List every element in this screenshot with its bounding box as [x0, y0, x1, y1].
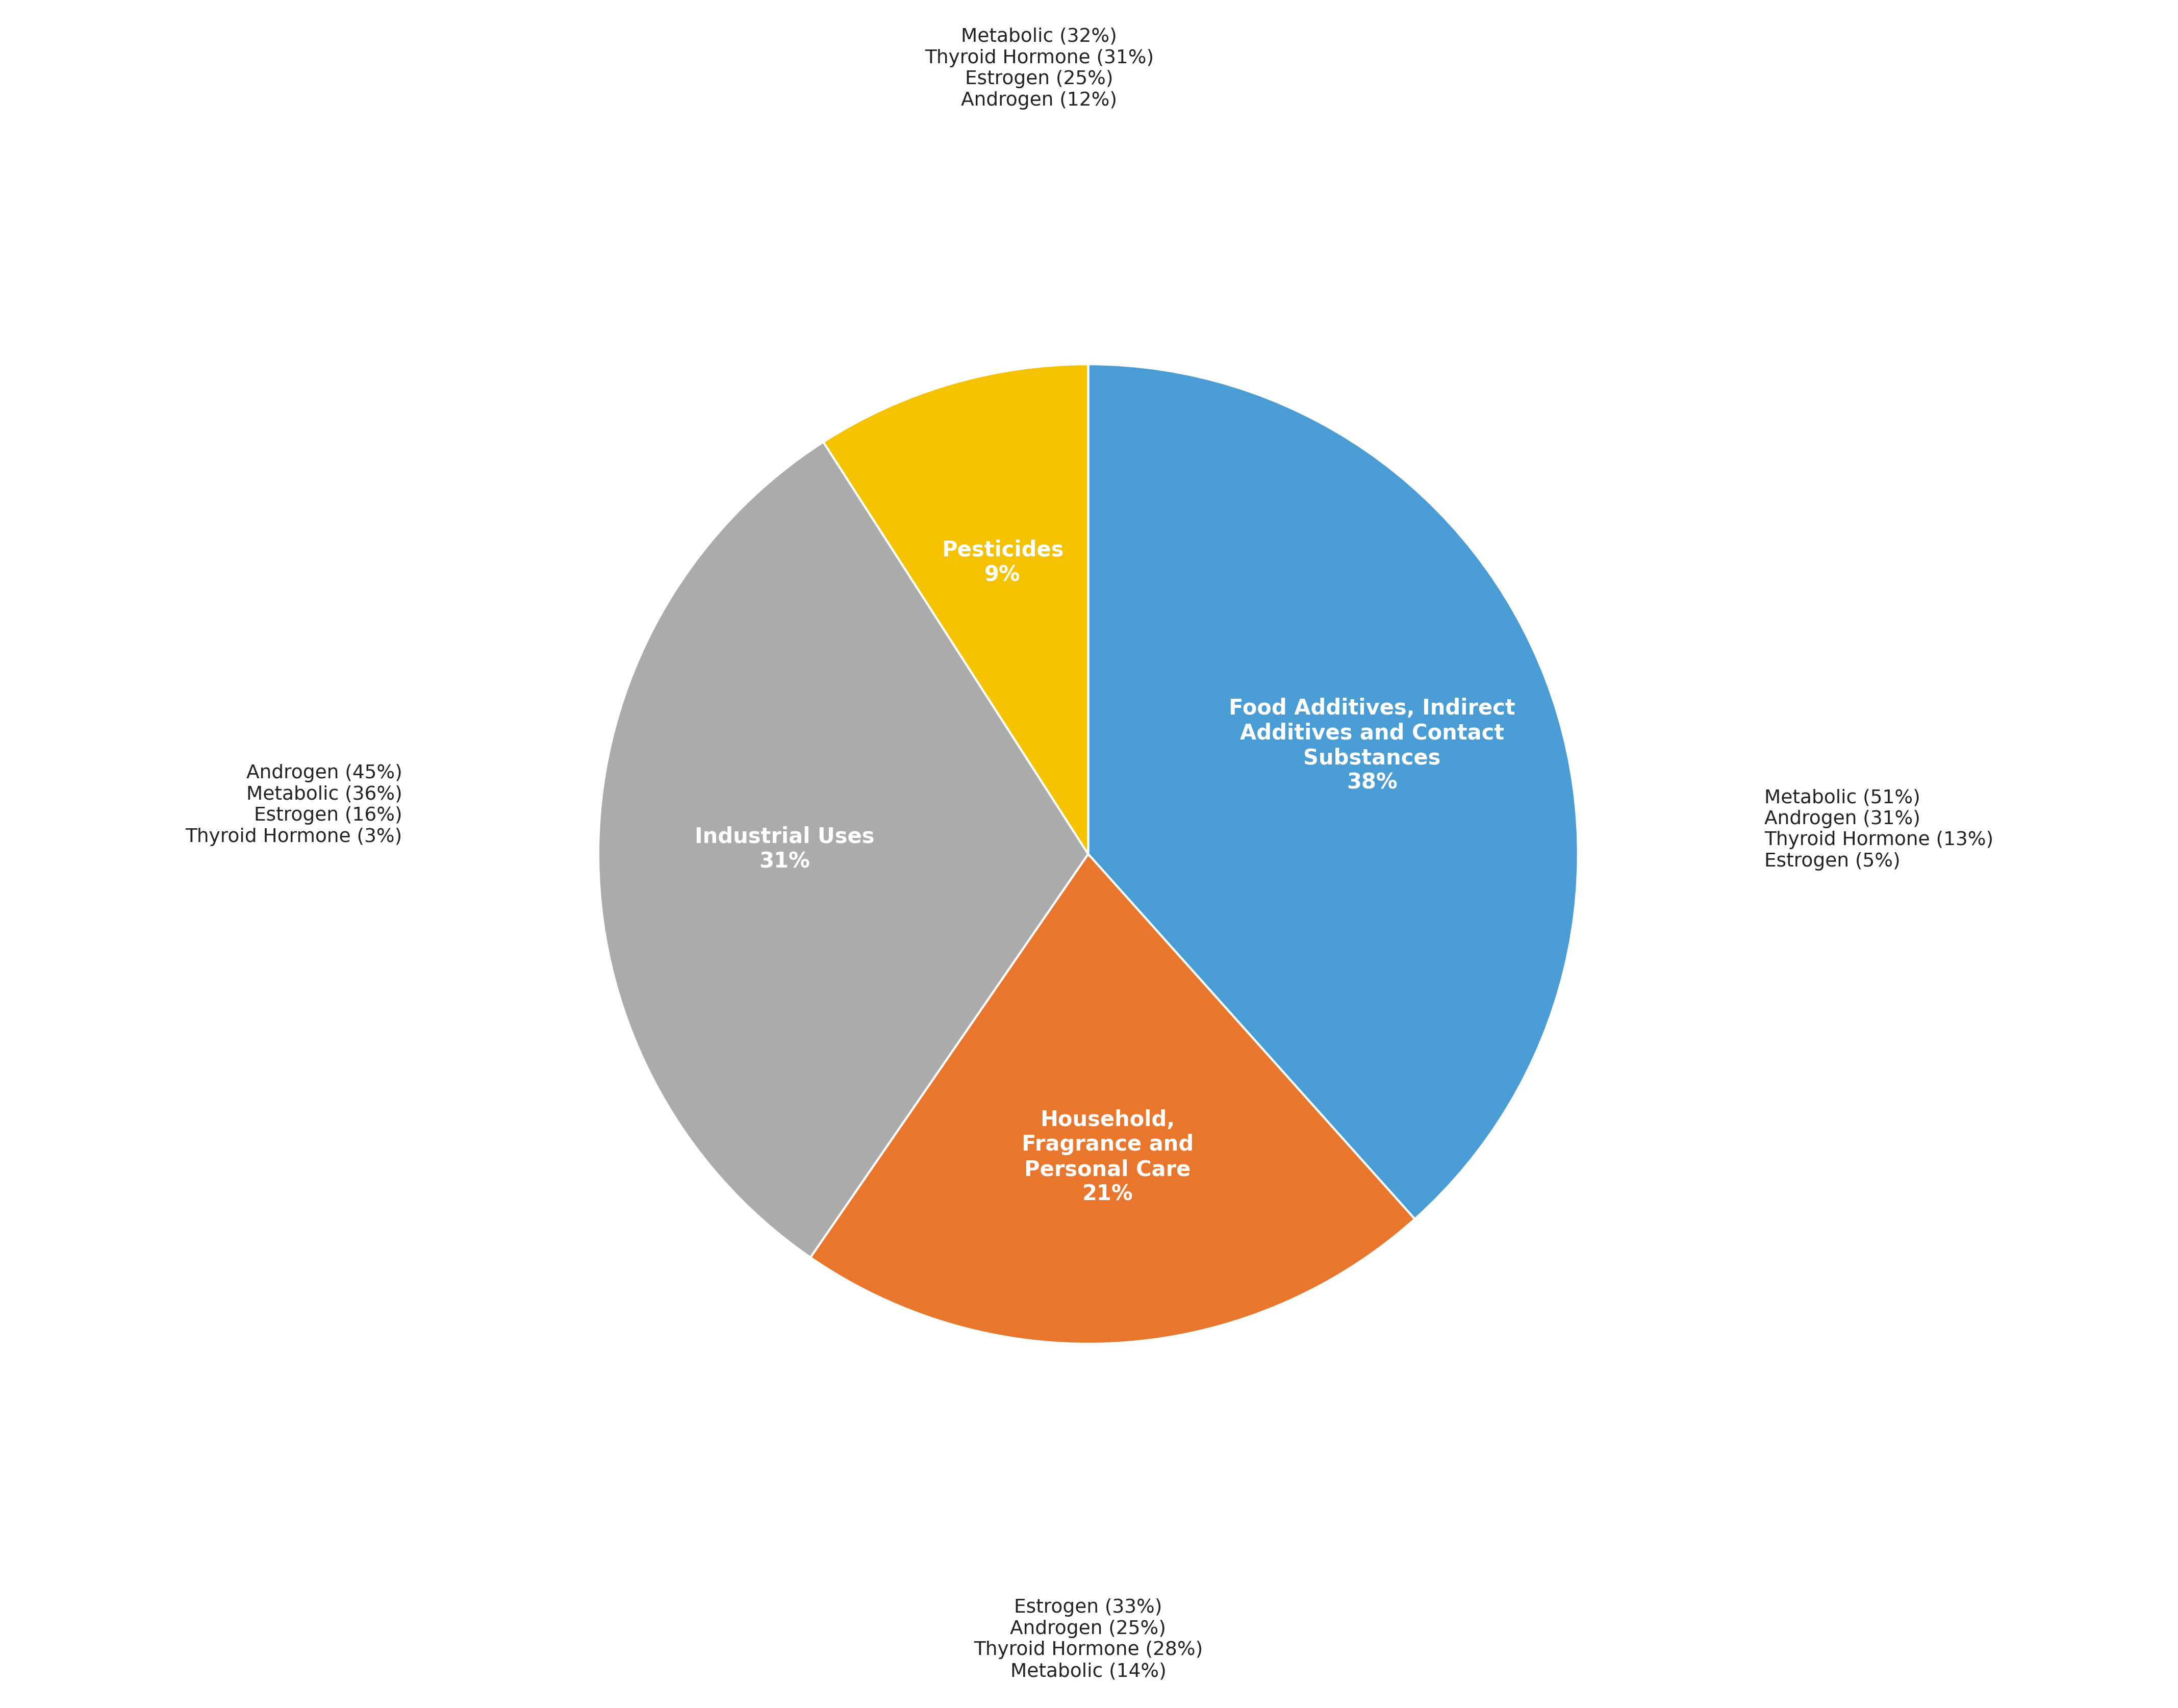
- Text: Industrial Uses
31%: Industrial Uses 31%: [695, 827, 873, 873]
- Text: Metabolic (51%)
Androgen (31%)
Thyroid Hormone (13%)
Estrogen (5%): Metabolic (51%) Androgen (31%) Thyroid H…: [1764, 789, 1993, 871]
- Wedge shape: [1089, 364, 1579, 1220]
- Wedge shape: [823, 364, 1089, 854]
- Text: Pesticides
9%: Pesticides 9%: [941, 540, 1063, 586]
- Wedge shape: [599, 442, 1089, 1257]
- Wedge shape: [810, 854, 1416, 1344]
- Text: Metabolic (32%)
Thyroid Hormone (31%)
Estrogen (25%)
Androgen (12%): Metabolic (32%) Thyroid Hormone (31%) Es…: [926, 27, 1154, 109]
- Text: Household,
Fragrance and
Personal Care
21%: Household, Fragrance and Personal Care 2…: [1021, 1108, 1194, 1204]
- Text: Food Additives, Indirect
Additives and Contact
Substances
38%: Food Additives, Indirect Additives and C…: [1228, 699, 1516, 794]
- Text: Androgen (45%)
Metabolic (36%)
Estrogen (16%)
Thyroid Hormone (3%): Androgen (45%) Metabolic (36%) Estrogen …: [185, 763, 403, 845]
- Text: Estrogen (33%)
Androgen (25%)
Thyroid Hormone (28%)
Metabolic (14%): Estrogen (33%) Androgen (25%) Thyroid Ho…: [974, 1599, 1202, 1681]
